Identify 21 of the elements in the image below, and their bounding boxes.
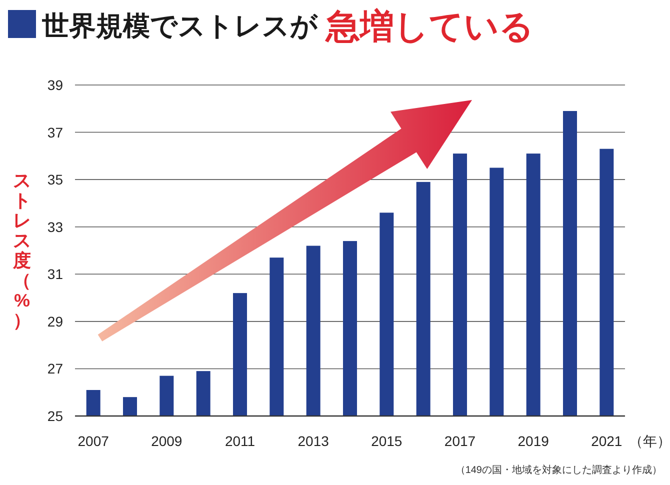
x-tick-label: 2007 — [78, 433, 110, 449]
y-tick-label: 35 — [47, 172, 64, 188]
y-tick-label: 37 — [47, 124, 64, 140]
y-tick-label: 33 — [47, 218, 64, 235]
y-tick-label: 29 — [47, 313, 64, 330]
y-tick-label: 25 — [47, 408, 64, 424]
y-tick-label: 27 — [47, 360, 64, 377]
x-tick-label: 2015 — [371, 433, 402, 449]
x-tick-label: 2009 — [151, 433, 182, 449]
x-tick-label: 2013 — [298, 433, 330, 449]
x-tick-label: 2019 — [518, 433, 550, 449]
chart-subtitle: 急増している — [324, 7, 534, 46]
text: （149の国・地域を対象にした調査より作成） — [455, 464, 662, 476]
y-tick-label: 31 — [47, 266, 64, 282]
x-tick-label: 2021 — [591, 433, 622, 449]
x-tick-label: 2017 — [444, 433, 476, 449]
y-axis-title: ストレス度（%） — [12, 170, 31, 330]
x-tick-label: 2011 — [224, 433, 256, 449]
y-tick-label: 39 — [47, 77, 64, 93]
x-axis-title: （年） — [629, 433, 670, 449]
chart-title: 世界規模でストレスが — [41, 11, 319, 41]
